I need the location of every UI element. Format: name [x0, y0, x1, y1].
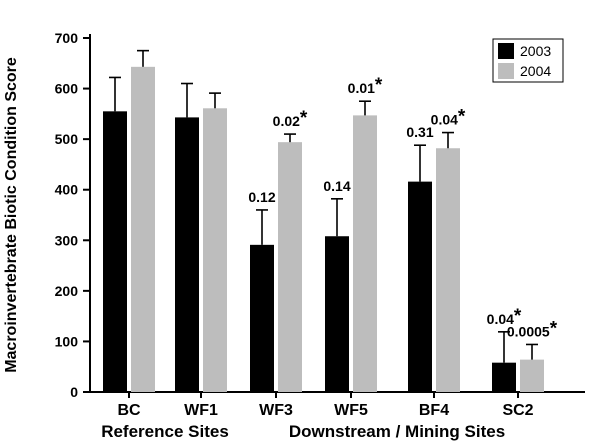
p-value-label: 0.12 — [248, 189, 275, 205]
bar-2003-BF4 — [408, 181, 432, 392]
y-axis: 0 100 200 300 400 500 600 700 — [55, 30, 91, 400]
y-tick-label: 200 — [55, 283, 79, 299]
x-tick-label: BF4 — [419, 402, 449, 419]
legend-swatch-2003 — [498, 43, 514, 59]
annotations: 0.120.02*0.140.01*0.310.04*0.04*0.0005* — [248, 75, 557, 339]
p-value-label: 0.02* — [273, 108, 308, 129]
bar-2004-BC — [131, 66, 155, 392]
significance-star: * — [300, 108, 308, 129]
y-tick-label: 400 — [55, 182, 79, 198]
x-tick-label: WF3 — [259, 402, 293, 419]
y-tick-label: 100 — [55, 333, 79, 349]
y-tick-label: 500 — [55, 131, 79, 147]
significance-star: * — [375, 75, 383, 96]
significance-star: * — [514, 306, 522, 327]
y-tick-label: 300 — [55, 232, 79, 248]
legend-label: 2003 — [520, 43, 551, 59]
bar-2003-SC2 — [492, 362, 516, 392]
bar-2003-WF3 — [250, 244, 274, 392]
legend-swatch-2004 — [498, 63, 514, 79]
bar-2004-WF1 — [203, 108, 227, 393]
legend: 2003 2004 — [492, 38, 564, 83]
x-tick-label: SC2 — [502, 402, 533, 419]
p-value-label: 0.04* — [487, 306, 522, 327]
bar-2004-WF5 — [353, 115, 377, 393]
bar-2003-WF5 — [325, 236, 349, 392]
bar-2004-SC2 — [520, 359, 544, 392]
bar-2003-WF1 — [175, 117, 199, 392]
significance-star: * — [550, 318, 558, 339]
y-axis-label: Macroinvertebrate Biotic Condition Score — [3, 57, 20, 373]
bar-2003-BC — [103, 111, 127, 392]
bar-2004-BF4 — [436, 148, 460, 392]
group-label: Reference Sites — [101, 422, 229, 441]
legend-label: 2004 — [520, 63, 551, 79]
y-tick-label: 0 — [70, 384, 78, 400]
x-tick-label: BC — [117, 402, 141, 419]
group-label: Downstream / Mining Sites — [289, 422, 505, 441]
x-axis: BC WF1 WF3 WF5 BF4 SC2 Reference Sites Downstre… — [90, 391, 585, 441]
y-tick-label: 600 — [55, 81, 79, 97]
y-tick-label: 700 — [55, 30, 79, 46]
significance-star: * — [458, 107, 466, 128]
x-tick-label: WF5 — [334, 402, 368, 419]
p-value-label: 0.01* — [348, 75, 383, 96]
p-value-label: 0.0005* — [507, 318, 558, 339]
p-value-label: 0.14 — [323, 178, 350, 194]
p-value-label: 0.31 — [406, 124, 433, 140]
x-tick-label: WF1 — [184, 402, 218, 419]
bar-2004-WF3 — [278, 142, 302, 392]
p-value-label: 0.04* — [431, 107, 466, 128]
bars — [103, 49, 544, 393]
